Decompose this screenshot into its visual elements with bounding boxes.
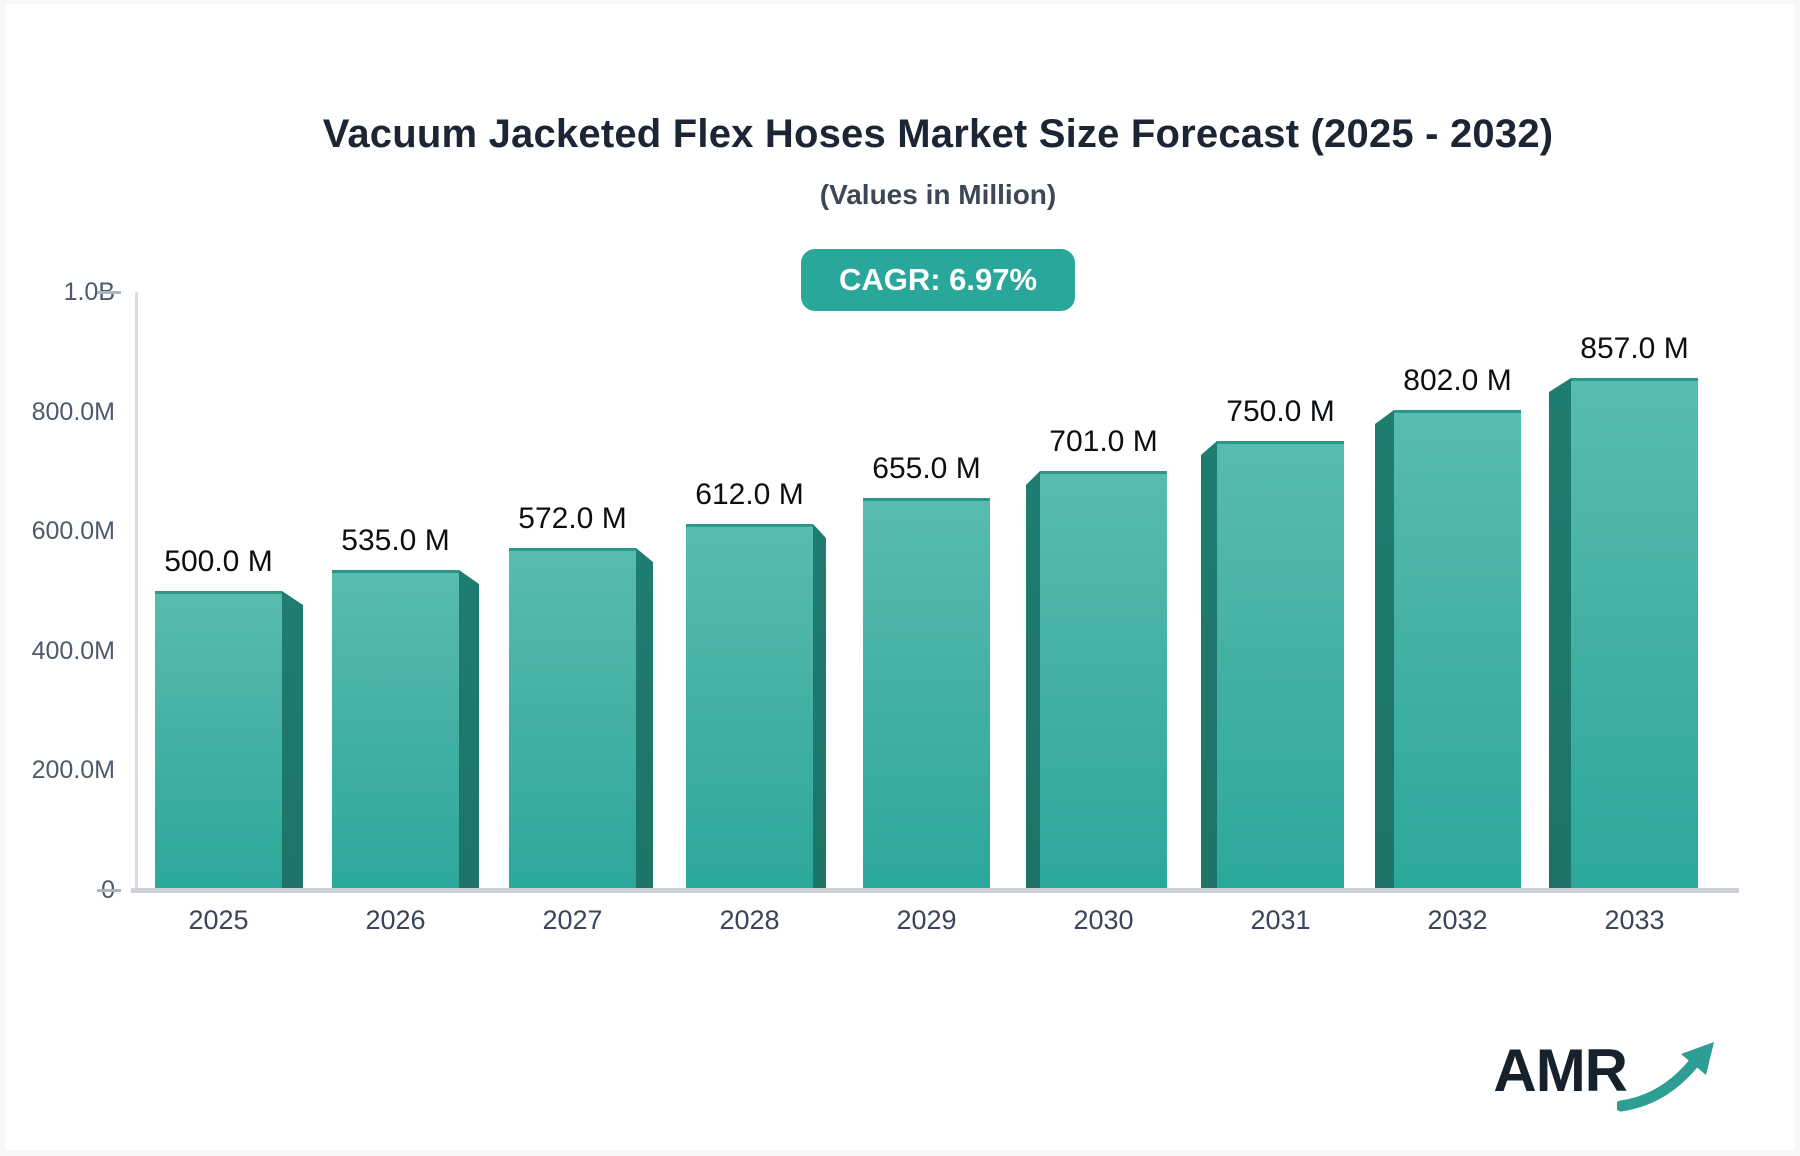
bar-3d-side bbox=[459, 570, 479, 890]
amr-logo-text: AMR bbox=[1493, 1037, 1628, 1104]
y-axis-label: 800.0M bbox=[31, 397, 115, 426]
chart-subtitle: (Values in Million) bbox=[819, 179, 1057, 210]
amr-logo: AMR bbox=[1493, 1040, 1717, 1114]
bar-3d-side bbox=[282, 591, 303, 890]
x-axis-label: 2031 bbox=[1250, 905, 1311, 935]
bar-value-label: 802.0 M bbox=[1403, 364, 1512, 397]
bar-3d-side bbox=[1201, 441, 1217, 890]
y-axis-tick bbox=[97, 291, 121, 294]
bar-3d-side bbox=[1549, 378, 1571, 890]
y-axis-line bbox=[135, 292, 138, 890]
bar-2028 bbox=[686, 524, 813, 890]
y-axis-label: 600.0M bbox=[31, 517, 115, 546]
x-axis-label: 2027 bbox=[542, 905, 603, 935]
chart-card: Vacuum Jacketed Flex Hoses Market Size F… bbox=[5, 4, 1795, 1150]
bar-value-label: 535.0 M bbox=[341, 524, 450, 557]
y-axis-tick bbox=[97, 889, 121, 892]
bar-2033 bbox=[1571, 378, 1698, 890]
bar-2025 bbox=[155, 591, 282, 890]
chart-title: Vacuum Jacketed Flex Hoses Market Size F… bbox=[322, 112, 1554, 156]
bar-value-label: 701.0 M bbox=[1049, 425, 1158, 458]
bar-value-label: 750.0 M bbox=[1226, 395, 1335, 428]
y-axis-label: 400.0M bbox=[31, 636, 115, 665]
bar-value-label: 857.0 M bbox=[1580, 332, 1689, 365]
bar-value-label: 612.0 M bbox=[695, 478, 804, 511]
bar-3d-side bbox=[1375, 410, 1394, 890]
x-axis-label: 2032 bbox=[1427, 905, 1488, 935]
x-axis-label: 2029 bbox=[896, 905, 957, 935]
x-axis-label: 2026 bbox=[365, 905, 426, 935]
bar-value-label: 500.0 M bbox=[164, 545, 273, 578]
bar-3d-side bbox=[636, 548, 653, 890]
x-axis-label: 2030 bbox=[1073, 905, 1134, 935]
bar-3d-side bbox=[813, 524, 826, 890]
x-axis-label: 2033 bbox=[1604, 905, 1665, 935]
cagr-badge: CAGR: 6.97% bbox=[800, 249, 1076, 311]
x-axis-label: 2025 bbox=[188, 905, 249, 935]
x-axis-label: 2028 bbox=[719, 905, 780, 935]
bar-2032 bbox=[1394, 410, 1521, 890]
chart-header: Vacuum Jacketed Flex Hoses Market Size F… bbox=[137, 4, 1739, 311]
bar-value-label: 572.0 M bbox=[518, 502, 627, 535]
bar-value-label: 655.0 M bbox=[872, 452, 981, 485]
bar-2027 bbox=[509, 548, 636, 890]
x-axis-line bbox=[131, 888, 1739, 893]
bar-2026 bbox=[332, 570, 459, 890]
growth-arrow-icon bbox=[1617, 1042, 1714, 1112]
bar-2031 bbox=[1217, 441, 1344, 890]
bar-2029 bbox=[863, 498, 990, 890]
bar-2030 bbox=[1040, 471, 1167, 890]
y-axis-label: 200.0M bbox=[31, 756, 115, 785]
bar-3d-side bbox=[1026, 471, 1040, 890]
